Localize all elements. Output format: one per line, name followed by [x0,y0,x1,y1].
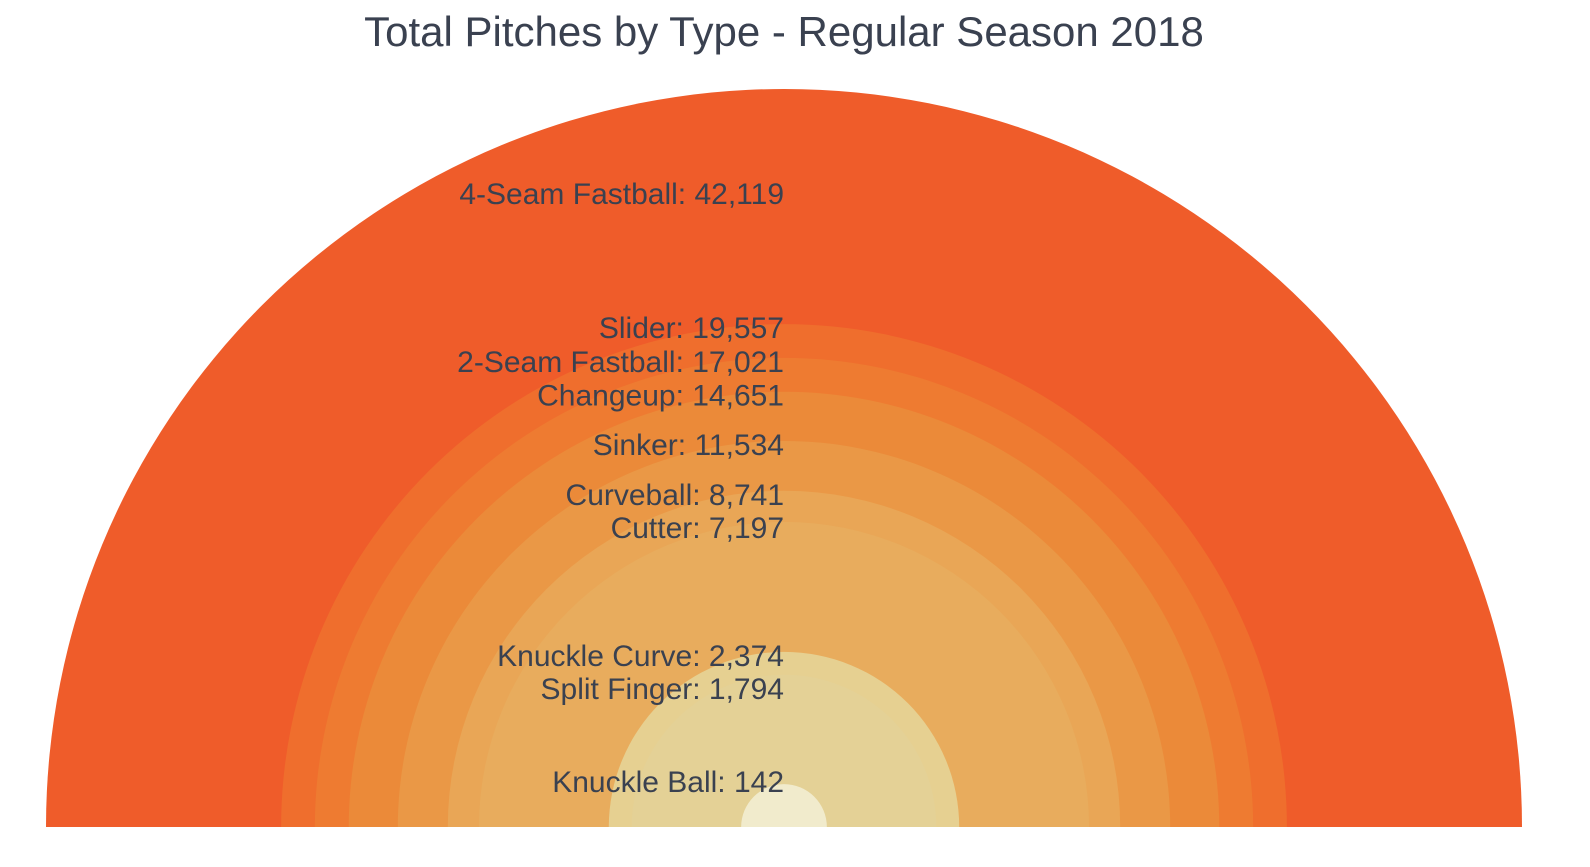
label-group: 4-Seam Fastball: 42,119 Slider: 19,5572-S… [457,178,784,799]
label-slider: Slider: 19,557 [599,312,784,345]
label-split-finger: Split Finger: 1,794 [541,673,784,706]
label-curveball: Curveball: 8,741 [566,479,784,512]
chart-title: Total Pitches by Type - Regular Season 2… [364,8,1204,55]
label-knuckle-ball: Knuckle Ball: 142 [552,766,784,799]
label-4-seam-fastball: 4-Seam Fastball: 42,119 [459,178,784,211]
ring-split-finger [631,674,937,827]
label-2-seam-fastball: 2-Seam Fastball: 17,021 [457,346,784,379]
label-sinker: Sinker: 11,534 [593,429,784,462]
ring-group [46,89,1522,827]
label-knuckle-curve: Knuckle Curve: 2,374 [497,640,784,673]
ring-knuckle-ball [741,784,827,827]
label-cutter: Cutter: 7,197 [611,512,784,545]
label-changeup: Changeup: 14,651 [537,380,784,413]
